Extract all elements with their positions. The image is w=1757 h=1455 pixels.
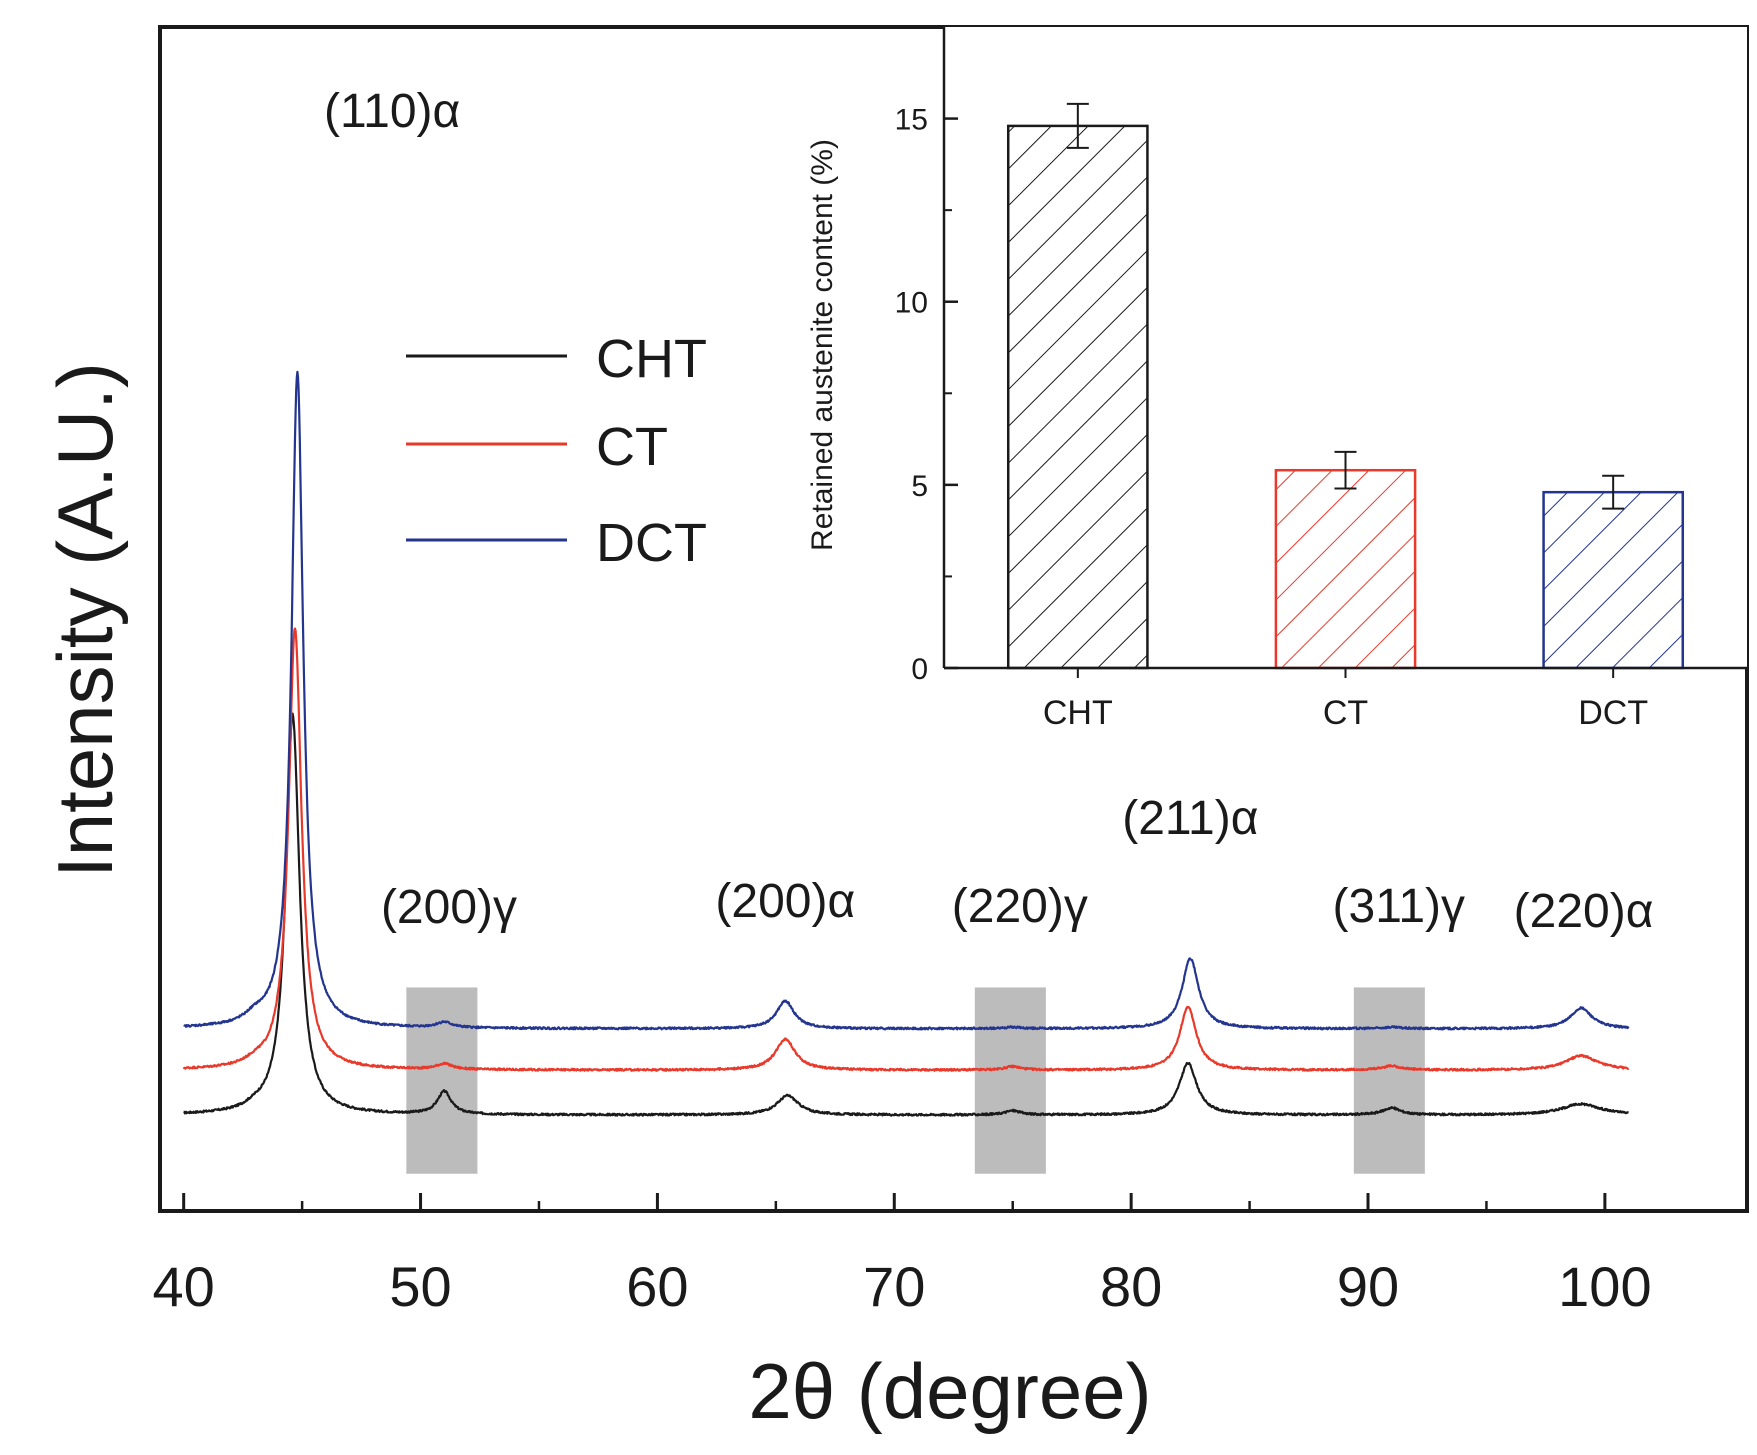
inset-y-tick-label-0: 0	[911, 653, 928, 686]
shaded-region-311	[1353, 987, 1425, 1174]
series-dct	[183, 370, 1630, 1031]
inset-y-axis-title: Retained austenite content (%)	[806, 139, 839, 551]
inset-y-tick-label-15: 15	[895, 104, 928, 137]
y-axis-title: Intensity (A.U.)	[41, 362, 129, 878]
legend-label-cht: CHT	[596, 329, 707, 389]
shaded-region-200	[406, 987, 478, 1174]
x-axis-ticks: 40 50 60 70 80 90 100	[153, 1193, 1652, 1318]
series-cht	[183, 712, 1630, 1117]
bar-dct	[1542, 490, 1685, 670]
peak-label-110-alpha: (110)α	[324, 85, 460, 138]
bar-cht	[1006, 124, 1149, 670]
bar-ct	[1274, 468, 1417, 670]
xrd-series-layer	[182, 370, 1630, 1117]
peak-label-220-gamma: (220)γ	[952, 880, 1088, 933]
inset-category-label-dct: DCT	[1578, 694, 1648, 732]
peak-label-211-alpha: (211)α	[1122, 792, 1258, 845]
x-tick-label-60: 60	[626, 1255, 688, 1318]
x-tick-label-100: 100	[1558, 1255, 1651, 1318]
peak-label-200-alpha: (200)α	[715, 875, 855, 928]
x-tick-label-40: 40	[153, 1255, 215, 1318]
x-axis-title: 2θ (degree)	[748, 1347, 1151, 1435]
x-tick-label-70: 70	[863, 1255, 925, 1318]
legend: CHT CT DCT	[406, 329, 707, 573]
legend-label-ct: CT	[596, 417, 668, 477]
inset-axis-ticks: 0 5 10 15	[895, 104, 1615, 686]
peak-label-200-gamma: (200)γ	[381, 881, 517, 934]
x-tick-label-50: 50	[389, 1255, 451, 1318]
inset-category-label-ct: CT	[1323, 694, 1368, 732]
inset-bars: CHT CT DCT	[1006, 102, 1685, 732]
peak-labels: (110)α (200)γ (200)α (220)γ (211)α (311)γ (220…	[324, 85, 1653, 938]
shaded-region-220	[974, 987, 1046, 1174]
inset-y-tick-label-10: 10	[895, 287, 928, 320]
legend-label-dct: DCT	[596, 513, 707, 573]
x-tick-label-90: 90	[1337, 1255, 1399, 1318]
inset-category-label-cht: CHT	[1043, 694, 1113, 732]
inset-bar-chart: CHT CT DCT 0 5 10 15 Retained austenite conte…	[806, 27, 1747, 732]
peak-label-220-alpha: (220)α	[1514, 885, 1654, 938]
x-tick-label-80: 80	[1100, 1255, 1162, 1318]
peak-label-311-gamma: (311)γ	[1333, 880, 1466, 933]
series-ct	[182, 627, 1630, 1072]
inset-y-tick-label-5: 5	[911, 470, 928, 503]
gamma-phase-shaded-regions	[406, 987, 1425, 1174]
